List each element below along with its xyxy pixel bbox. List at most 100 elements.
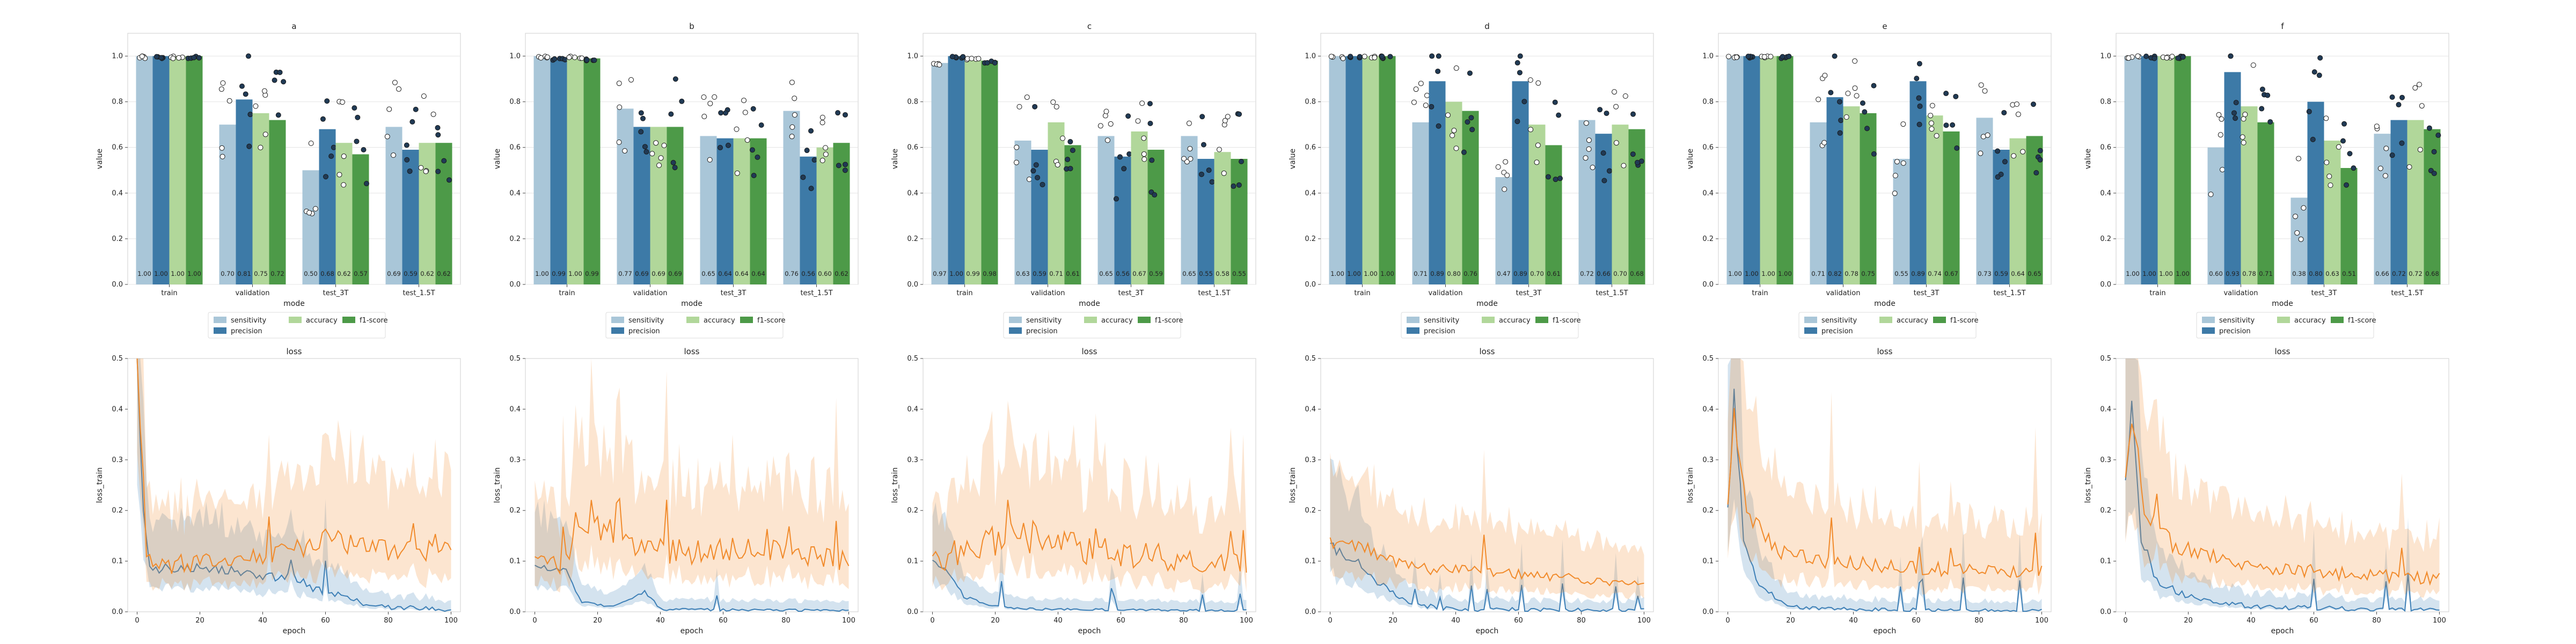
fold-point xyxy=(1060,135,1066,141)
y-tick-label: 1.0 xyxy=(2100,53,2111,61)
fold-point xyxy=(2336,144,2341,150)
legend-box xyxy=(208,312,386,339)
bar-value-label: 0.65 xyxy=(2028,270,2041,277)
legend-swatch-precision xyxy=(1407,327,1419,334)
legend-swatch-sensitivity xyxy=(1009,317,1022,323)
fold-point xyxy=(800,174,806,180)
fold-point xyxy=(355,114,361,120)
fold-point xyxy=(2228,53,2234,59)
fold-point xyxy=(308,141,314,147)
fold-point xyxy=(1495,164,1501,170)
bar-value-label: 1.00 xyxy=(1778,270,1792,277)
fold-point xyxy=(2011,153,2017,159)
fold-point xyxy=(1822,72,1828,78)
bar-value-label: 0.80 xyxy=(1447,270,1461,277)
x-tick-label: 80 xyxy=(2372,617,2381,625)
fold-point xyxy=(734,170,740,176)
fold-point xyxy=(1206,167,1212,173)
fold-point xyxy=(2417,147,2423,152)
loss-band-orange xyxy=(1330,450,1644,599)
bar-value-label: 1.00 xyxy=(2159,270,2173,277)
legend-label: precision xyxy=(2219,327,2251,335)
fold-point xyxy=(2037,148,2043,153)
fold-point xyxy=(1900,121,1906,127)
fold-point xyxy=(1916,95,1922,101)
legend: sensitivity precision accuracy f1-score xyxy=(605,312,785,339)
x-tick-label: test_3T xyxy=(1118,289,1144,297)
legend-label: accuracy xyxy=(1499,317,1531,325)
x-tick-label: 100 xyxy=(1240,617,1253,625)
bar-sensitivity xyxy=(385,127,402,284)
fold-point xyxy=(1634,159,1640,165)
fold-point xyxy=(1916,121,1922,127)
fold-point xyxy=(617,104,623,110)
bar-value-label: 1.00 xyxy=(1728,270,1742,277)
fold-point xyxy=(386,106,392,112)
fold-point xyxy=(1453,65,1459,71)
y-tick-label: 0.3 xyxy=(1305,456,1316,464)
fold-point xyxy=(2240,134,2245,140)
fold-point xyxy=(243,91,248,97)
fold-point xyxy=(1786,53,1792,59)
bar-value-label: 0.61 xyxy=(1066,270,1080,277)
fold-point xyxy=(1024,94,1030,100)
y-tick-label: 0.5 xyxy=(1305,355,1316,363)
x-tick-label: 0 xyxy=(2123,617,2127,625)
bar-f1-score xyxy=(1147,149,1165,284)
y-tick-label: 0.6 xyxy=(112,144,123,152)
bar-sensitivity xyxy=(617,108,634,284)
fold-point xyxy=(262,131,268,137)
plot-frame xyxy=(1718,358,2052,612)
plot-frame xyxy=(2116,358,2449,612)
y-tick-label: 0.8 xyxy=(2100,98,2111,106)
fold-point xyxy=(407,168,413,174)
y-tick-label: 0.6 xyxy=(907,144,918,152)
fold-point xyxy=(656,162,662,168)
fold-point xyxy=(1821,140,1827,145)
x-tick-label: 80 xyxy=(1974,617,1984,625)
bar-precision xyxy=(236,99,253,284)
y-tick-label: 0.2 xyxy=(112,235,123,243)
legend-label: f1-score xyxy=(1553,317,1580,325)
x-tick-label: test_1.5T xyxy=(2391,289,2423,297)
fold-point xyxy=(1621,163,1627,169)
fold-point xyxy=(363,181,369,187)
bar-f1-score xyxy=(2174,56,2191,284)
bar-accuracy xyxy=(1760,56,1777,284)
chart-title: loss xyxy=(1480,347,1495,356)
y-tick-label: 0.4 xyxy=(2100,405,2111,413)
bar-f1-score xyxy=(1776,56,1794,284)
bar-f1-score xyxy=(2424,129,2441,284)
fold-point xyxy=(1950,122,1956,128)
y-tick-label: 0.0 xyxy=(112,281,123,289)
loss-line-orange xyxy=(1727,408,2043,579)
bar-value-label: 0.81 xyxy=(237,270,251,277)
bar-precision xyxy=(2141,56,2158,284)
legend-swatch-accuracy xyxy=(289,317,302,323)
line-chart-4: 0.0 0.1 0.2 0.3 0.4 0.5 0 20 40 60 80 100 loss epoch l… xyxy=(1289,347,1654,635)
y-axis-label: value xyxy=(493,149,502,169)
fold-point xyxy=(2340,138,2346,144)
legend-swatch-sensitivity xyxy=(1804,317,1817,323)
legend: sensitivity precision accuracy f1-score xyxy=(1798,312,1978,339)
bar-accuracy xyxy=(2009,138,2026,284)
fold-point xyxy=(341,182,347,188)
plot-frame xyxy=(127,358,461,612)
bar-value-label: 0.57 xyxy=(354,270,368,277)
fold-point xyxy=(1553,177,1558,182)
y-axis-label: loss_train xyxy=(1686,467,1695,503)
fold-point xyxy=(341,153,347,159)
fold-point xyxy=(170,55,176,61)
y-tick-label: 1.0 xyxy=(1305,53,1316,61)
x-tick-label: train xyxy=(161,289,177,297)
y-tick-label: 0.3 xyxy=(509,456,521,464)
fold-point xyxy=(262,88,268,94)
fold-point xyxy=(1503,159,1509,165)
bar-value-label: 0.76 xyxy=(1463,270,1477,277)
fold-point xyxy=(2002,159,2008,165)
fold-point xyxy=(2426,125,2432,131)
bar-accuracy xyxy=(2241,106,2258,285)
y-tick-label: 0.2 xyxy=(907,507,918,515)
fold-point xyxy=(1070,148,1075,153)
